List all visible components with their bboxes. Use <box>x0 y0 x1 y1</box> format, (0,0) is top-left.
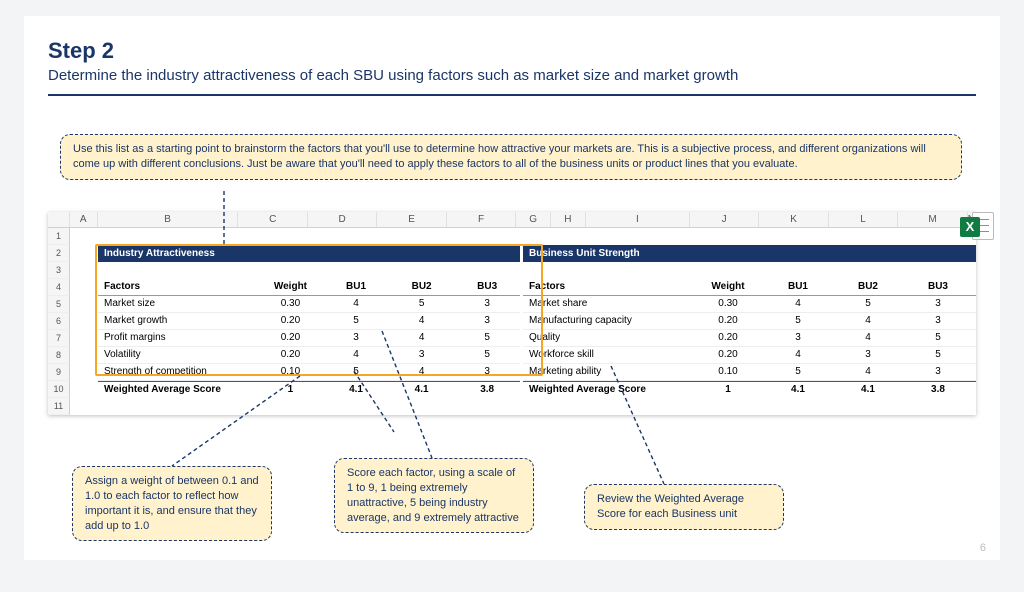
col-B: B <box>98 212 239 227</box>
table-header-row: Factors Weight BU1 BU2 BU3 <box>523 279 976 296</box>
table-row: Workforce skill0.20435 <box>523 347 976 364</box>
total-row: Weighted Average Score 1 4.1 4.1 3.8 <box>523 381 976 398</box>
column-headers: A B C D E F G H I J K L M N <box>48 212 976 228</box>
callout-review: Review the Weighted Average Score for ea… <box>584 484 784 530</box>
callout-score: Score each factor, using a scale of 1 to… <box>334 458 534 533</box>
rownum: 3 <box>48 262 70 279</box>
rownum: 11 <box>48 398 70 415</box>
col-A: A <box>70 212 98 227</box>
table-row: Profit margins0.20345 <box>98 330 520 347</box>
rownum: 5 <box>48 296 70 313</box>
table-row: Market share0.30453 <box>523 296 976 313</box>
callout-weight: Assign a weight of between 0.1 and 1.0 t… <box>72 466 272 541</box>
rownum: 4 <box>48 279 70 296</box>
rownum: 9 <box>48 364 70 381</box>
rownum: 6 <box>48 313 70 330</box>
col-I: I <box>586 212 690 227</box>
rownum: 7 <box>48 330 70 347</box>
slide: Step 2 Determine the industry attractive… <box>24 16 1000 560</box>
table-header-row: Factors Weight BU1 BU2 BU3 <box>98 279 520 296</box>
total-row: Weighted Average Score 1 4.1 4.1 3.8 <box>98 381 520 398</box>
section-right: Business Unit Strength <box>523 245 976 262</box>
col-F: F <box>447 212 516 227</box>
rownum: 8 <box>48 347 70 364</box>
rownum: 1 <box>48 228 70 245</box>
table-row: Strength of competition0.10543 <box>98 364 520 381</box>
table-row: Manufacturing capacity0.20543 <box>523 313 976 330</box>
col-C: C <box>238 212 307 227</box>
col-J: J <box>690 212 759 227</box>
section-left: Industry Attractiveness <box>98 245 520 262</box>
rownum: 2 <box>48 245 70 262</box>
divider <box>48 94 976 96</box>
page-subtitle: Determine the industry attractiveness of… <box>48 66 976 86</box>
table-row: Marketing ability0.10543 <box>523 364 976 381</box>
col-E: E <box>377 212 446 227</box>
page-number: 6 <box>980 542 986 554</box>
table-row: Market growth0.20543 <box>98 313 520 330</box>
col-K: K <box>759 212 828 227</box>
page-title: Step 2 <box>48 38 976 64</box>
table-row: Volatility0.20435 <box>98 347 520 364</box>
col-H: H <box>551 212 586 227</box>
table-row: Market size0.30453 <box>98 296 520 313</box>
excel-icon[interactable]: X <box>960 210 994 242</box>
col-L: L <box>829 212 898 227</box>
col-G: G <box>516 212 551 227</box>
callout-intro: Use this list as a starting point to bra… <box>60 134 962 180</box>
rownum: 10 <box>48 381 70 398</box>
table-row: Quality0.20345 <box>523 330 976 347</box>
col-M: M <box>898 212 967 227</box>
spreadsheet: A B C D E F G H I J K L M N 1 2 Industry… <box>48 212 976 415</box>
col-D: D <box>308 212 377 227</box>
